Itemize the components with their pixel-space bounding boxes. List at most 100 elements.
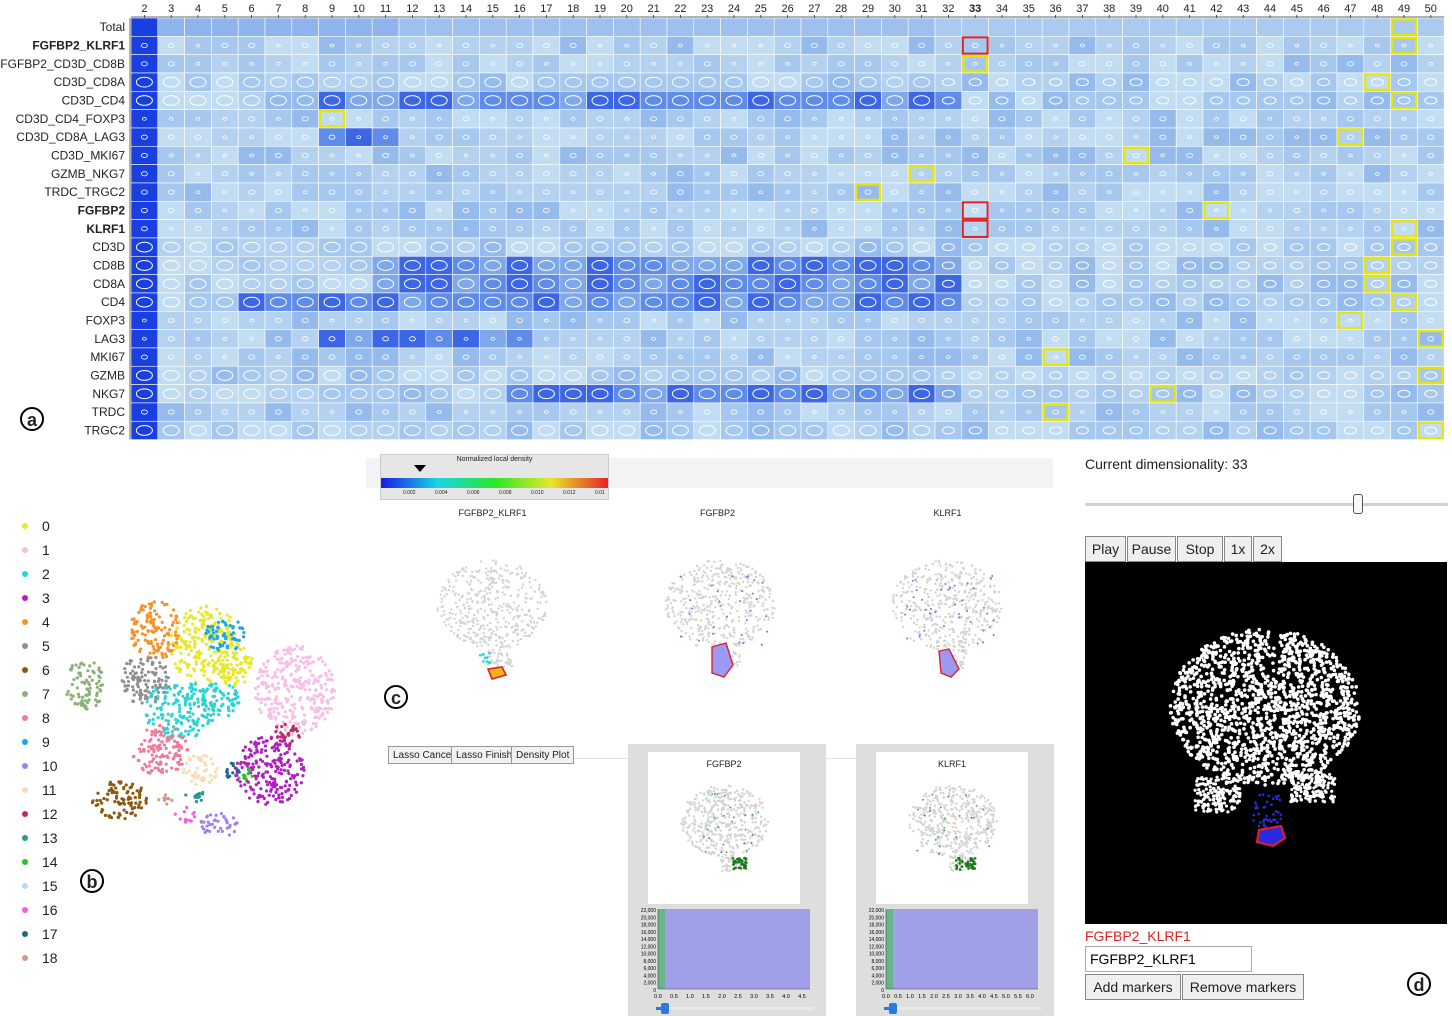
heatmap-cell[interactable]	[1068, 201, 1097, 220]
heatmap-cell[interactable]	[505, 54, 534, 74]
heatmap-cell[interactable]	[1122, 329, 1150, 349]
heatmap-cell[interactable]	[613, 164, 641, 184]
heatmap-cell[interactable]	[961, 310, 989, 330]
heatmap-cell[interactable]	[398, 164, 427, 184]
heatmap-cell[interactable]	[1202, 127, 1231, 147]
heatmap-cell[interactable]	[398, 36, 427, 55]
heatmap-cell[interactable]	[907, 219, 936, 239]
heatmap-cell[interactable]	[1068, 347, 1097, 367]
heatmap-cell[interactable]	[773, 109, 802, 129]
heatmap-cell[interactable]	[425, 54, 453, 74]
heatmap-cell[interactable]	[1229, 292, 1257, 312]
heatmap-cell[interactable]	[291, 182, 319, 202]
heatmap-cell[interactable]	[452, 91, 480, 110]
heatmap-cell[interactable]	[934, 402, 963, 422]
heatmap-cell[interactable]	[291, 72, 319, 92]
heatmap-column-label[interactable]: 4	[195, 3, 201, 15]
heatmap-cell[interactable]	[264, 201, 293, 220]
heatmap-cell[interactable]	[854, 347, 882, 367]
heatmap-cell[interactable]	[130, 146, 159, 165]
heatmap-cell[interactable]	[1363, 365, 1391, 385]
heatmap-column-label[interactable]: 22	[674, 3, 686, 15]
heatmap-column-label[interactable]: 25	[755, 3, 767, 15]
heatmap-cell[interactable]	[1068, 292, 1097, 312]
heatmap-cell[interactable]	[130, 36, 159, 55]
heatmap-cell[interactable]	[1390, 329, 1418, 349]
heatmap-cell[interactable]	[1336, 292, 1365, 312]
heatmap-cell[interactable]	[1336, 237, 1365, 257]
density-plot-1[interactable]	[420, 545, 565, 685]
heatmap-cell[interactable]	[157, 127, 185, 147]
heatmap-cell[interactable]	[479, 109, 507, 129]
heatmap-cell[interactable]	[666, 365, 695, 385]
heatmap-cell[interactable]	[1309, 17, 1338, 37]
heatmap-cell[interactable]	[1283, 91, 1311, 110]
heatmap-cell[interactable]	[452, 292, 480, 312]
heatmap-cell[interactable]	[1015, 182, 1043, 202]
heatmap-cell[interactable]	[1122, 146, 1150, 165]
heatmap-column-label[interactable]: 27	[808, 3, 820, 15]
heatmap-cell[interactable]	[505, 274, 534, 294]
heatmap-cell[interactable]	[1283, 365, 1311, 385]
heatmap-cell[interactable]	[398, 91, 427, 110]
heatmap-cell[interactable]	[237, 274, 266, 294]
heatmap-cell[interactable]	[693, 72, 721, 92]
heatmap-cell[interactable]	[1149, 237, 1177, 257]
heatmap-cell[interactable]	[1015, 91, 1043, 110]
heatmap-cell[interactable]	[827, 91, 855, 110]
heatmap-cell[interactable]	[559, 201, 587, 220]
heatmap-cell[interactable]	[1417, 109, 1445, 129]
heatmap-cell[interactable]	[398, 255, 427, 275]
heatmap-cell[interactable]	[586, 402, 614, 422]
heatmap-cell[interactable]	[479, 72, 507, 92]
heatmap-cell[interactable]	[1095, 164, 1123, 184]
heatmap-cell[interactable]	[559, 347, 587, 367]
heatmap-cell[interactable]	[1122, 292, 1150, 312]
heatmap-cell[interactable]	[747, 402, 775, 422]
heatmap-cell[interactable]	[1095, 255, 1123, 275]
heatmap-cell[interactable]	[988, 54, 1016, 74]
heatmap-cell[interactable]	[425, 146, 453, 165]
heatmap-cell[interactable]	[720, 347, 748, 367]
heatmap-cell[interactable]	[157, 420, 185, 440]
heatmap-cell[interactable]	[479, 365, 507, 385]
heatmap-cell[interactable]	[1390, 237, 1418, 257]
heatmap-cell[interactable]	[639, 54, 668, 74]
heatmap-column-label[interactable]: 24	[728, 3, 740, 15]
heatmap-cell[interactable]	[318, 54, 346, 74]
heatmap-cell[interactable]	[1095, 274, 1123, 294]
heatmap-cell[interactable]	[345, 255, 373, 275]
heatmap-cell[interactable]	[693, 347, 721, 367]
heatmap-cell[interactable]	[1256, 274, 1284, 294]
heatmap-cell[interactable]	[800, 164, 829, 184]
heatmap-cell[interactable]	[747, 310, 775, 330]
heatmap-cell[interactable]	[613, 384, 641, 404]
heatmap-cell[interactable]	[184, 17, 212, 37]
heatmap-cell[interactable]	[291, 17, 319, 37]
heatmap-cell[interactable]	[1283, 182, 1311, 202]
heatmap-column-label[interactable]: 50	[1425, 3, 1437, 15]
heatmap-cell[interactable]	[345, 347, 373, 367]
heatmap-cell[interactable]	[720, 237, 748, 257]
heatmap-cell[interactable]	[1068, 274, 1097, 294]
heatmap-cell[interactable]	[1336, 127, 1365, 147]
heatmap-cell[interactable]	[237, 91, 266, 110]
heatmap-cell[interactable]	[1068, 17, 1097, 37]
heatmap-cell[interactable]	[264, 384, 293, 404]
heatmap-cell[interactable]	[907, 164, 936, 184]
heatmap-cell[interactable]	[184, 36, 212, 55]
heatmap-cell[interactable]	[1309, 182, 1338, 202]
heatmap-cell[interactable]	[371, 109, 400, 129]
heatmap-cell[interactable]	[264, 127, 293, 147]
heatmap-cell[interactable]	[639, 402, 668, 422]
heatmap-cell[interactable]	[854, 201, 882, 220]
heatmap-cell[interactable]	[800, 201, 829, 220]
heatmap-cell[interactable]	[693, 182, 721, 202]
heatmap-cell[interactable]	[961, 420, 989, 440]
heatmap-cell[interactable]	[666, 274, 695, 294]
heatmap-cell[interactable]	[639, 237, 668, 257]
heatmap-cell[interactable]	[371, 347, 400, 367]
cluster-legend-item[interactable]: 3	[22, 588, 50, 608]
heatmap-cell[interactable]	[1041, 402, 1070, 422]
heatmap-cell[interactable]	[1122, 347, 1150, 367]
